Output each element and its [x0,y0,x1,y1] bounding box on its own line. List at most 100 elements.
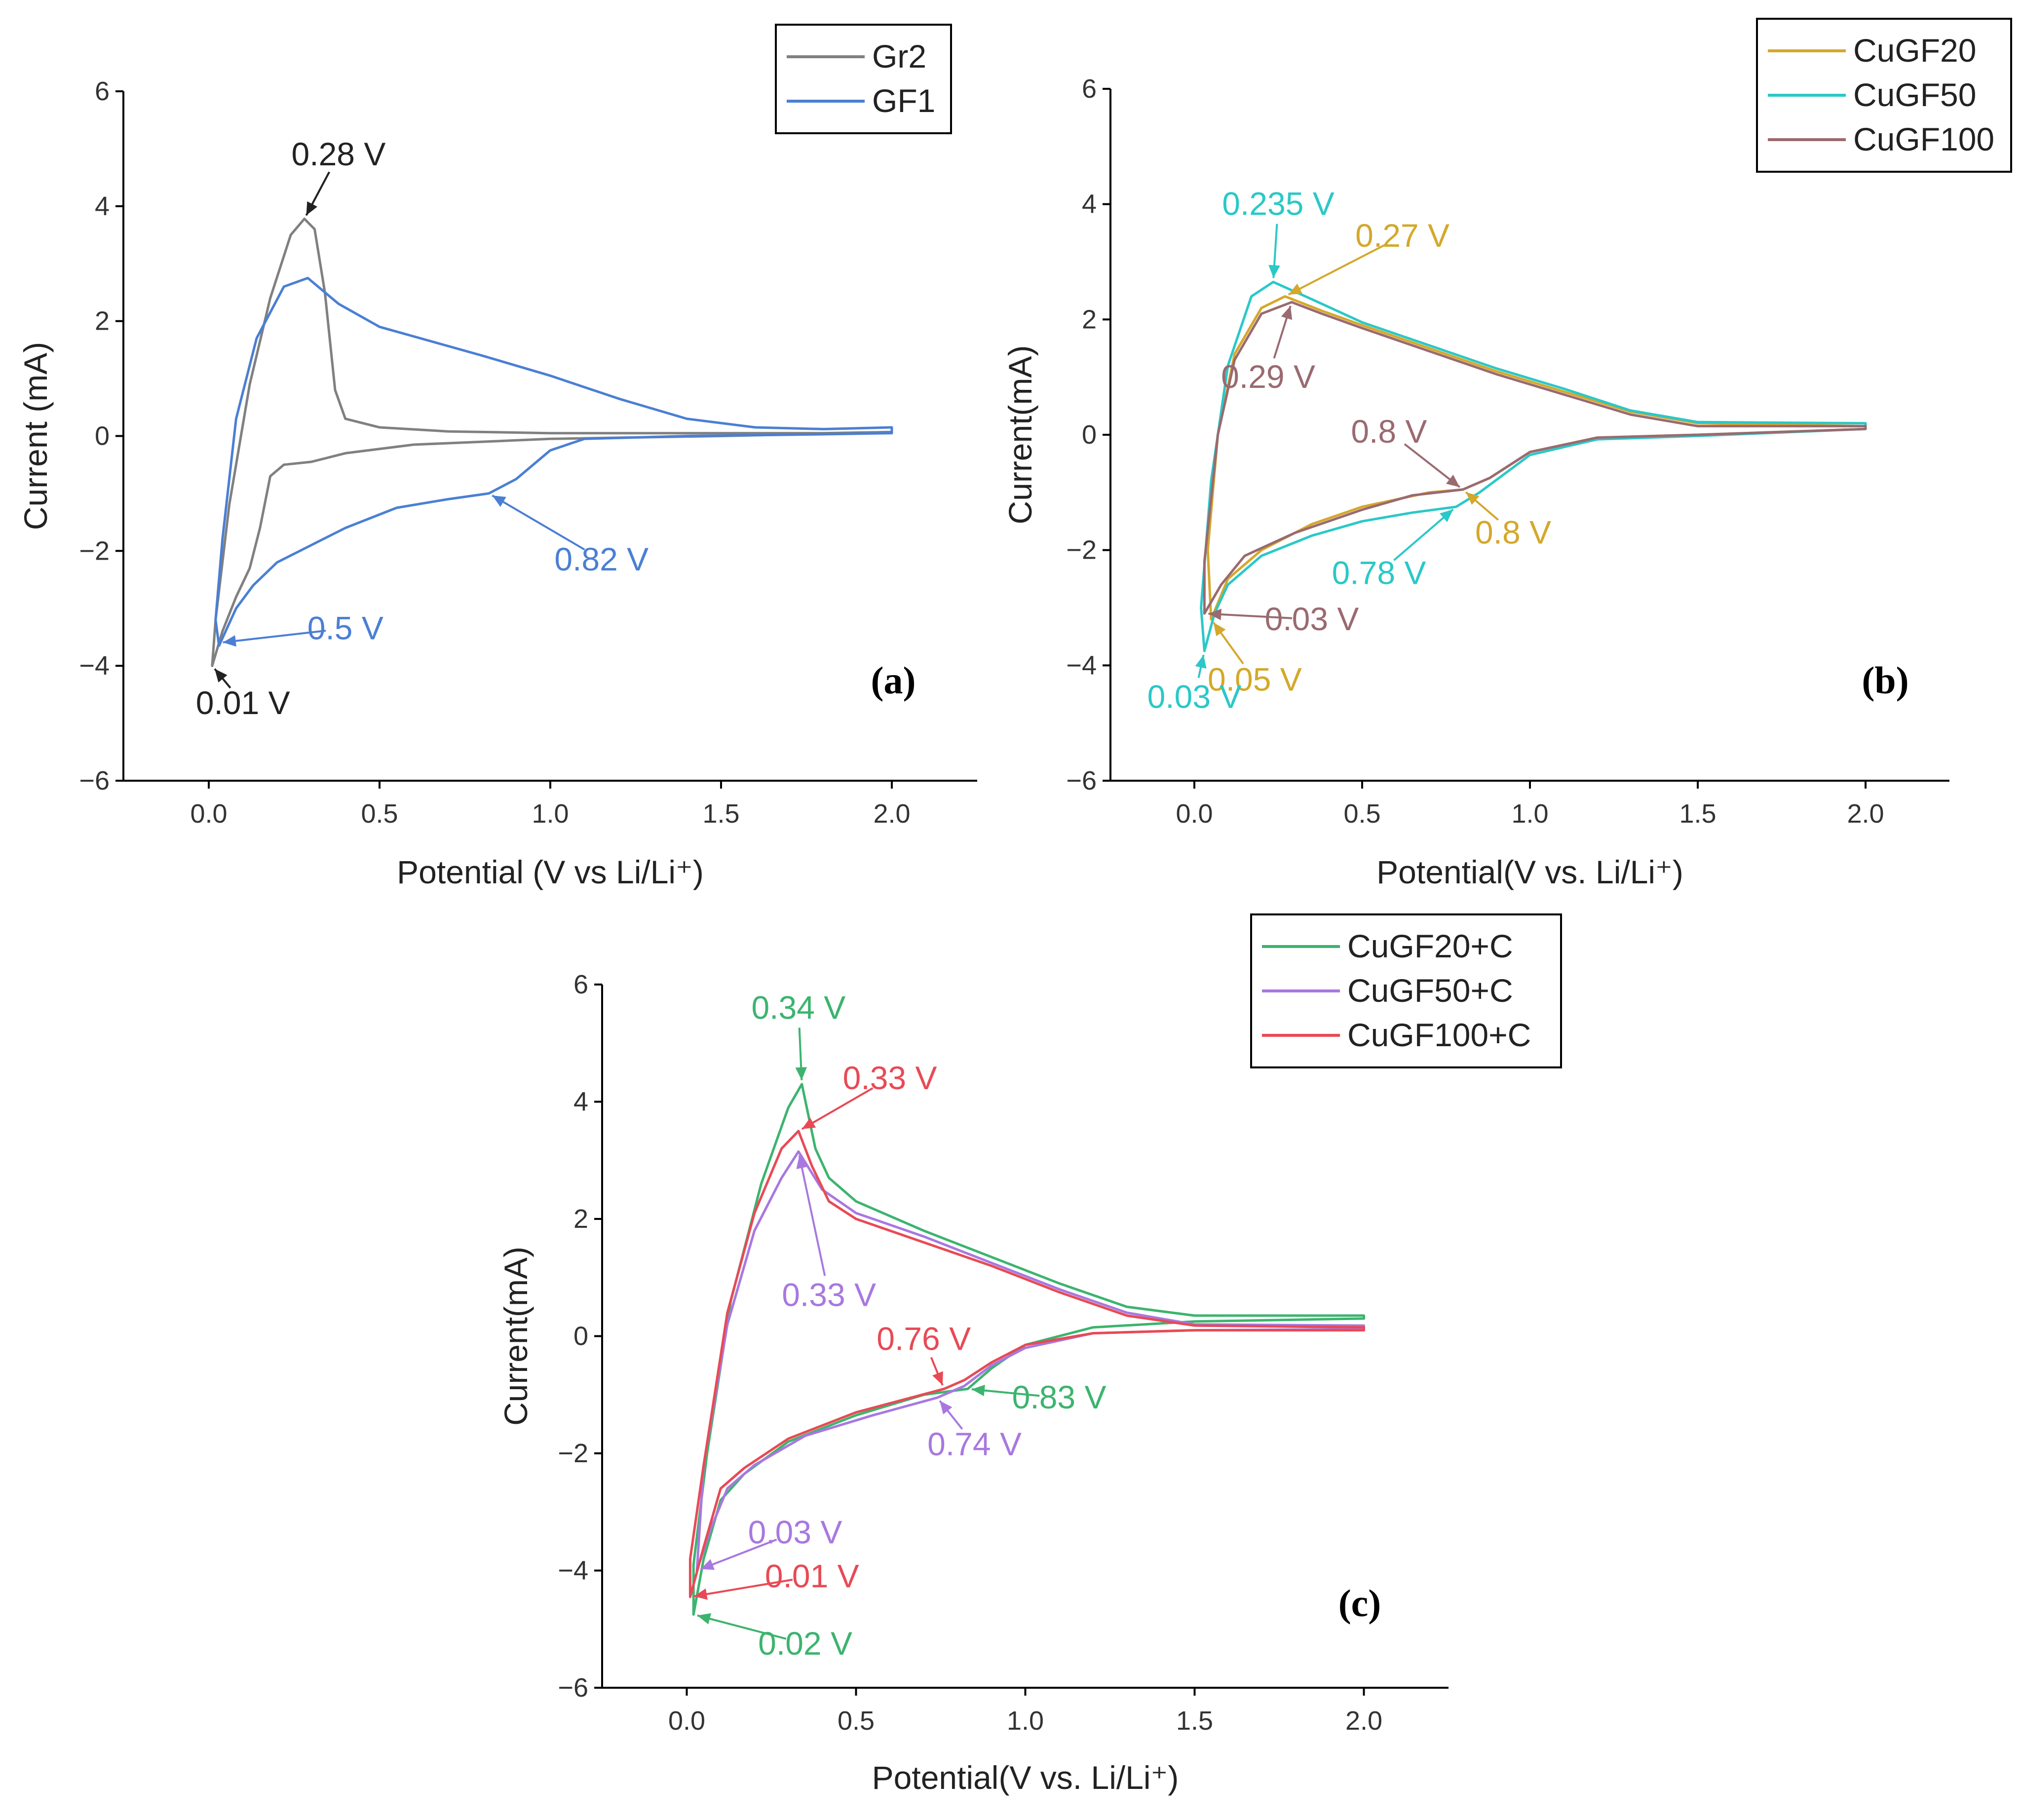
annotation-arrow [492,494,585,551]
x-tick-label: 0.0 [190,799,227,829]
series-line-gf1 [214,276,893,647]
annotation-arrowhead [1281,305,1293,320]
annotation-arrow [223,630,326,644]
annotation-arrowhead [306,201,318,216]
annotation-arrow [700,1538,777,1570]
y-tick-label: 6 [573,970,588,999]
legend-label: CuGF100+C [1347,1017,1531,1053]
annotation-arrowhead [940,1401,953,1415]
x-tick-label: 1.0 [1511,799,1548,829]
series-line-cugf20-c [692,1083,1365,1616]
legend: CuGF20 CuGF50 CuGF100 [1756,18,2012,173]
annotation-label: 0.34 V [751,989,845,1026]
x-tick-label: 0.5 [1343,799,1380,829]
series-line-cugf50 [1200,280,1867,652]
x-axis-title: Potential(V vs. Li/Li⁺) [872,1759,1179,1796]
annotation-label: 0.03 V [748,1514,842,1550]
y-tick-label: −4 [79,651,110,681]
annotation-label: 0.05 V [1208,661,1302,698]
annotation-arrowhead [1213,622,1226,637]
legend-label: CuGF100 [1853,121,1994,157]
y-tick-label: 2 [95,306,110,336]
y-tick-label: −4 [1066,650,1097,680]
legend-label: GF1 [872,82,935,119]
annotation-label: 0.8 V [1475,514,1551,551]
annotation-label: 0.33 V [782,1276,876,1313]
annotation-arrowhead [932,1371,943,1385]
annotation-label: 0.02 V [758,1625,852,1662]
annotation-arrow [693,1579,793,1597]
annotation-arrowhead [492,495,506,507]
legend-label: CuGF50+C [1347,972,1513,1009]
annotation-label: 0.01 V [196,684,290,721]
annotation-arrowhead [796,1155,808,1170]
panel-b: −6 −4 −2 0 2 4 6 0.0 0.5 1.0 1.5 2.0 Potential(V vs.… [1002,18,2012,890]
annotation-label: 0.78 V [1332,554,1426,591]
legend-box [775,24,952,134]
y-tick-label: −4 [558,1556,588,1586]
legend: CuGF20+C CuGF50+C CuGF100+C [1250,913,1562,1068]
annotation-arrowhead [1208,608,1221,620]
annotation-label: 0.235 V [1222,186,1335,222]
annotation-label: 0.01 V [765,1557,859,1594]
y-tick-label: −2 [558,1439,588,1468]
annotation-arrowhead [795,1067,807,1080]
y-tick-label: −2 [79,536,110,566]
annotation-arrowhead [1268,265,1280,278]
panel-c: −6 −4 −2 0 2 4 6 0.0 0.5 1.0 1.5 2.0 Potential(V vs.… [497,913,1562,1796]
y-tick-label: 2 [1082,304,1097,334]
annotation-label: 0.33 V [843,1060,937,1096]
annotation-arrowhead [1439,509,1453,523]
annotation-arrow [1288,244,1385,296]
y-axis-title: Current (mA) [17,342,54,530]
series-line-cugf50-c [695,1150,1365,1572]
y-tick-label: 0 [573,1322,588,1351]
annotation-label: 0.03 V [1265,601,1359,637]
x-tick-label: 1.0 [532,799,569,829]
x-tick-label: 1.5 [702,799,739,829]
x-tick-label: 0.5 [361,799,398,829]
annotation-arrowhead [700,1559,715,1570]
y-tick-label: 2 [573,1204,588,1234]
annotation-arrowhead [971,1384,985,1397]
annotation-label: 0.5 V [307,609,383,646]
annotation-arrowhead [1195,654,1207,669]
x-tick-label: 1.0 [1007,1706,1044,1736]
annotation-label: 0.03 V [1147,679,1242,715]
y-tick-label: 0 [1082,420,1097,450]
y-tick-label: 0 [95,421,110,451]
series-line-cugf100 [1203,301,1867,615]
x-tick-label: 1.5 [1679,799,1716,829]
annotation-arrowhead [801,1117,816,1129]
annotation-arrow [801,1087,874,1130]
y-tick-label: 4 [1082,190,1097,219]
y-tick-label: −6 [79,766,110,796]
y-axis-title: Current(mA) [1002,345,1038,524]
y-tick-label: −6 [1066,766,1097,796]
x-tick-label: 2.0 [1847,799,1884,829]
legend-label: CuGF20 [1853,32,1976,69]
annotation-label: 0.83 V [1012,1379,1106,1415]
annotation-arrowhead [694,1588,708,1600]
annotation-label: 0.76 V [877,1320,971,1357]
x-axis-title: Potential(V vs. Li/Li⁺) [1376,854,1683,890]
annotation-arrowhead [215,669,228,682]
y-tick-label: 4 [573,1087,588,1117]
annotation-arrow [1208,612,1293,619]
x-tick-label: 0.0 [668,1706,705,1736]
series-line-cugf100-c [688,1130,1365,1598]
annotation-label: 0.8 V [1351,413,1427,450]
y-tick-label: −6 [558,1673,588,1703]
annotation-arrowhead [223,635,236,647]
annotation-label: 0.28 V [292,136,386,172]
panel-a: −6 −4 −2 0 2 4 6 0.0 0.5 1.0 1.5 2.0 Potential (V vs… [17,24,977,890]
x-axis-title: Potential (V vs Li/Li⁺) [397,854,704,890]
x-tick-label: 1.5 [1176,1706,1213,1736]
y-tick-label: 4 [95,191,110,221]
annotation-label: 0.82 V [554,541,649,577]
panel-label: (c) [1338,1582,1381,1625]
y-tick-label: −2 [1066,535,1097,565]
series-line-gr2 [211,217,893,667]
annotation-arrow [697,1614,787,1640]
